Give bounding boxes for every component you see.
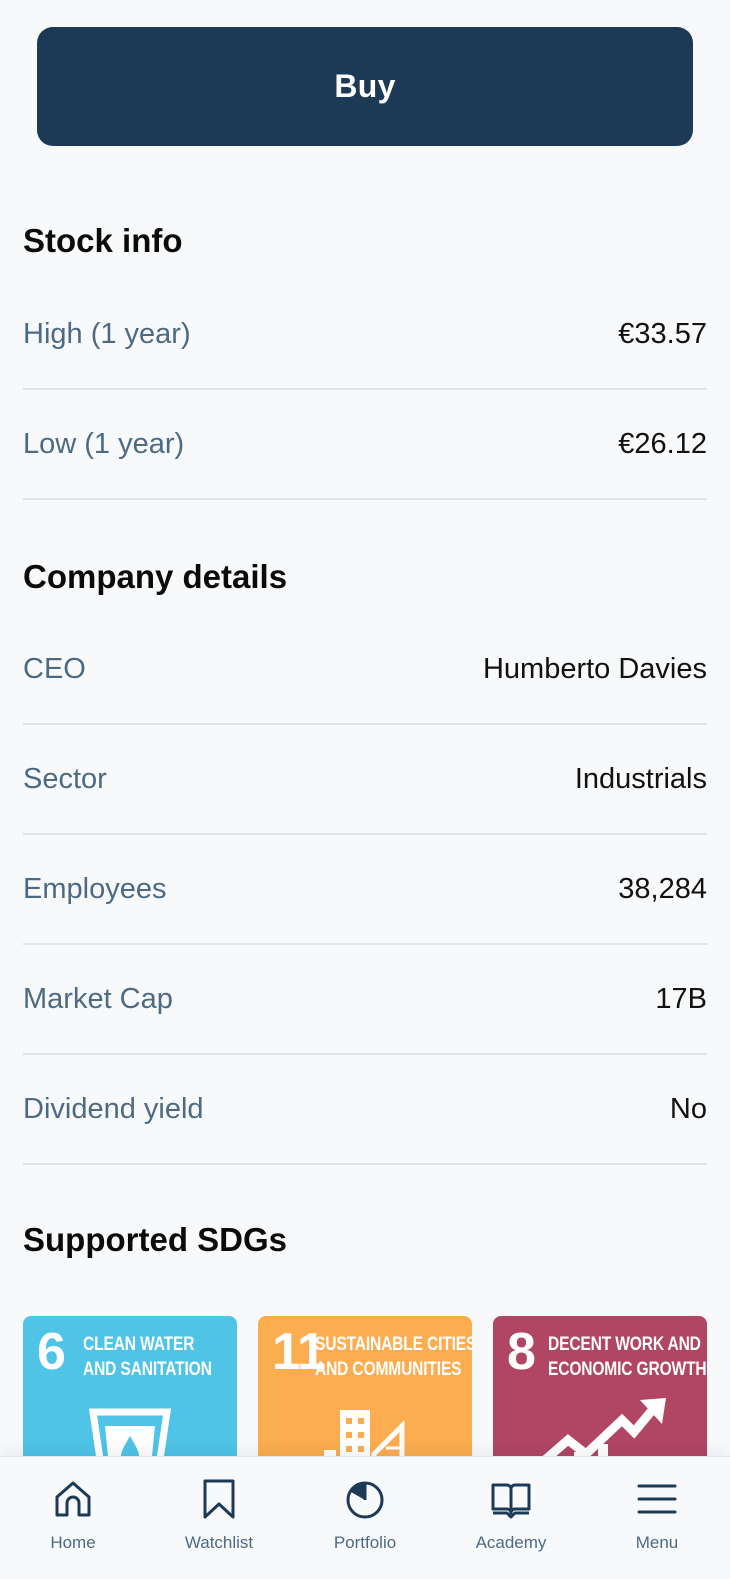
stock-info-title: Stock info bbox=[23, 222, 183, 259]
bookmark-icon bbox=[203, 1479, 235, 1519]
row-value: 17B bbox=[655, 982, 707, 1015]
sdg-number: 11 bbox=[272, 1323, 326, 1381]
nav-item-portfolio[interactable]: Portfolio bbox=[295, 1457, 435, 1579]
nav-label: Menu bbox=[635, 1533, 679, 1552]
nav-label: Academy bbox=[475, 1533, 547, 1552]
row-value: 38,284 bbox=[618, 872, 707, 905]
row-value: No bbox=[669, 1092, 707, 1125]
book-icon bbox=[491, 1483, 531, 1519]
row-label: CEO bbox=[23, 652, 86, 685]
nav-label: Home bbox=[50, 1533, 96, 1552]
sdg-title: SUSTAINABLE CITIES AND COMMUNITIES bbox=[315, 1332, 472, 1382]
row-value: €26.12 bbox=[618, 427, 707, 460]
sdg-title-line: ECONOMIC GROWTH bbox=[548, 1359, 707, 1380]
sdgs-title: Supported SDGs bbox=[23, 1221, 288, 1258]
nav-item-academy[interactable]: Academy bbox=[441, 1457, 581, 1579]
home-icon bbox=[55, 1481, 91, 1517]
sdg-title-line: CLEAN WATER bbox=[83, 1334, 195, 1355]
sdg-number: 8 bbox=[507, 1323, 536, 1381]
sdg-title-line: SUSTAINABLE CITIES bbox=[315, 1334, 472, 1355]
sdg-title: DECENT WORK AND ECONOMIC GROWTH bbox=[548, 1332, 707, 1382]
sdg-card-11[interactable]: 11 SUSTAINABLE CITIES AND COMMUNITIES bbox=[258, 1316, 472, 1466]
company-row-employees: Employees 38,284 bbox=[23, 835, 707, 945]
row-label: Dividend yield bbox=[23, 1092, 204, 1125]
row-label: Low (1 year) bbox=[23, 427, 185, 460]
company-row-ceo: CEO Humberto Davies bbox=[23, 615, 707, 725]
sdg-card-list: 6 CLEAN WATER AND SANITATION 11 SUSTAINA… bbox=[23, 1316, 707, 1466]
row-value: €33.57 bbox=[618, 317, 707, 350]
sdg-title-line: AND COMMUNITIES bbox=[315, 1359, 462, 1380]
buy-button[interactable]: Buy bbox=[37, 27, 693, 146]
nav-label: Watchlist bbox=[184, 1533, 254, 1552]
row-label: Employees bbox=[23, 872, 167, 905]
stock-info-row-high: High (1 year) €33.57 bbox=[23, 280, 707, 390]
nav-label: Portfolio bbox=[333, 1533, 397, 1552]
sdg-card-6[interactable]: 6 CLEAN WATER AND SANITATION bbox=[23, 1316, 237, 1466]
company-row-market-cap: Market Cap 17B bbox=[23, 945, 707, 1055]
sdg-number: 6 bbox=[37, 1323, 66, 1381]
sdg-title-line: DECENT WORK AND bbox=[548, 1334, 701, 1355]
company-row-sector: Sector Industrials bbox=[23, 725, 707, 835]
row-label: Sector bbox=[23, 762, 107, 795]
sdg-title: CLEAN WATER AND SANITATION bbox=[83, 1332, 212, 1382]
row-value: Industrials bbox=[574, 762, 707, 795]
row-label: Market Cap bbox=[23, 982, 173, 1015]
sdg-card-8[interactable]: 8 DECENT WORK AND ECONOMIC GROWTH bbox=[493, 1316, 707, 1466]
company-details-title: Company details bbox=[23, 558, 288, 595]
hamburger-menu-icon bbox=[637, 1484, 677, 1514]
nav-item-home[interactable]: Home bbox=[3, 1457, 143, 1579]
stock-info-row-low: Low (1 year) €26.12 bbox=[23, 390, 707, 500]
nav-item-watchlist[interactable]: Watchlist bbox=[149, 1457, 289, 1579]
row-value: Humberto Davies bbox=[482, 652, 707, 685]
pie-chart-icon bbox=[346, 1481, 384, 1519]
sdg-title-line: AND SANITATION bbox=[83, 1359, 212, 1380]
bottom-navigation: Home Watchlist Portfolio Academy bbox=[0, 1456, 730, 1579]
nav-item-menu[interactable]: Menu bbox=[587, 1457, 727, 1579]
company-row-dividend-yield: Dividend yield No bbox=[23, 1055, 707, 1165]
row-label: High (1 year) bbox=[23, 317, 191, 350]
